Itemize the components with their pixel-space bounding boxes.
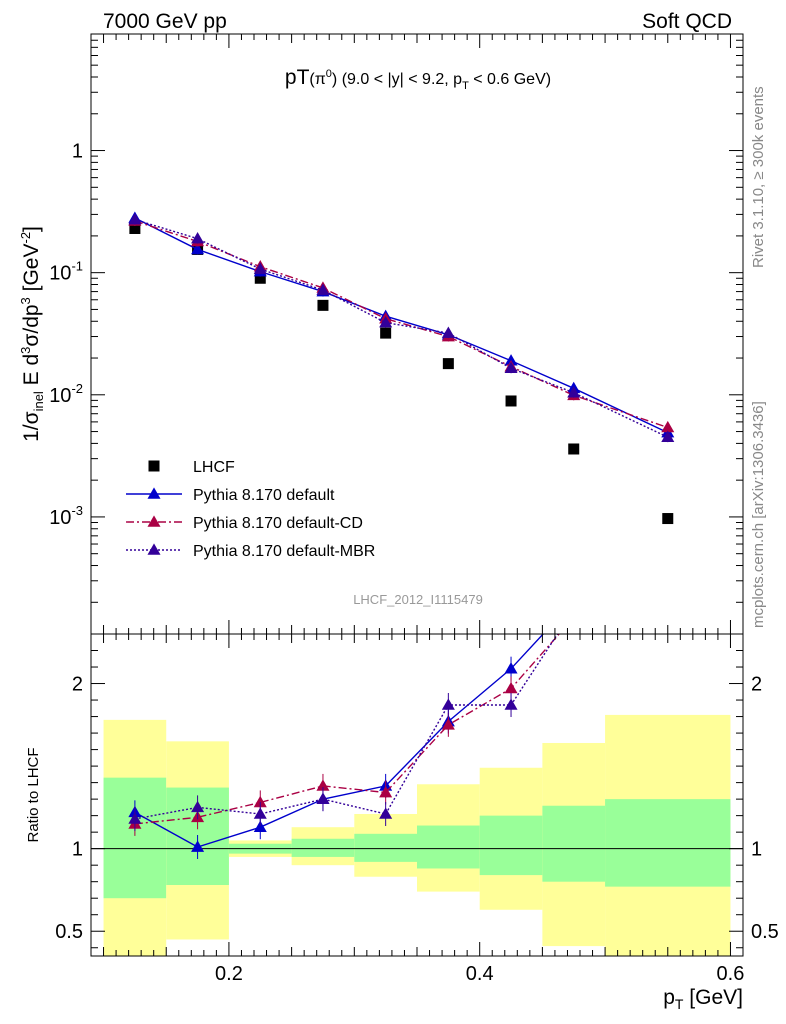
series-point: [316, 283, 330, 295]
main-panel-frame: [90, 33, 744, 635]
green-band: [479, 815, 543, 876]
x-axis-label: pT [GeV]: [663, 986, 743, 1012]
series-point: [128, 212, 142, 225]
ratio-point: [441, 698, 455, 710]
main-y-tick-label: 10-2: [49, 381, 83, 407]
series-point: [504, 361, 518, 374]
green-band: [542, 805, 606, 882]
legend-marker: [148, 460, 160, 472]
legend-marker: [147, 515, 161, 527]
side-label-bottom: mcplots.cern.ch [arXiv:1306.3436]: [750, 401, 767, 628]
lhcf-point: [317, 299, 329, 311]
ratio-point: [379, 785, 393, 798]
main-y-tick-label: 10-3: [49, 503, 83, 529]
legend-label: Pythia 8.170 default-MBR: [193, 543, 375, 560]
green-band: [291, 838, 355, 857]
legend-label: LHCF: [193, 459, 235, 476]
legend-label: Pythia 8.170 default: [193, 487, 335, 504]
legend-label: Pythia 8.170 default-CD: [193, 515, 363, 532]
ratio-line: [134, 634, 559, 820]
series-pythia-8-170-default-mbr: [128, 212, 675, 443]
ratio-x-tick-label: 0.6: [717, 963, 745, 985]
series-point: [379, 316, 393, 328]
main-y-tick-label: 10-1: [49, 259, 83, 285]
series-point: [441, 326, 455, 338]
ratio-y-tick-label-right: 1: [751, 839, 762, 861]
ratio-y-tick-label: 0.5: [55, 921, 83, 943]
ratio-line: [134, 634, 545, 848]
series-pythia-8-170-default-cd: [128, 214, 675, 433]
series-point: [191, 242, 205, 255]
series-lhcf: [129, 222, 674, 525]
lhcf-point: [442, 358, 454, 370]
green-band: [605, 799, 731, 887]
ratio-line: [134, 634, 561, 825]
ratio-y-tick-label: 1: [72, 839, 83, 861]
side-label-top: Rivet 3.1.10, ≥ 300k events: [750, 86, 767, 268]
header-right-label: Soft QCD: [642, 10, 732, 33]
ratio-data-layer: [128, 634, 561, 860]
lhcf-point: [662, 513, 674, 525]
legend: LHCF Pythia 8.170 default Pythia 8.170 def…: [126, 459, 375, 560]
ratio-y-tick-label: 2: [72, 674, 83, 696]
main-chart-title: pT(π0) (9.0 < |y| < 9.2, pT < 0.6 GeV): [285, 66, 551, 92]
ratio-axis-ticks: 0.2 0.4 0.6 0.5 0.5 1 1 2 2: [55, 634, 779, 985]
series-line: [134, 220, 668, 429]
legend-marker: [147, 543, 161, 555]
ratio-x-tick-label: 0.4: [466, 963, 494, 985]
lhcf-point: [129, 222, 141, 234]
series-pythia-8-170-default: [128, 211, 675, 438]
ratio-point: [253, 820, 267, 833]
ratio-y-axis-label: Ratio to LHCF: [25, 747, 42, 842]
series-point: [191, 232, 205, 244]
ratio-x-tick-label: 0.2: [215, 963, 243, 985]
ratio-point: [441, 718, 455, 730]
legend-marker: [147, 487, 161, 499]
ratio-point: [128, 812, 142, 824]
series-point: [567, 386, 581, 398]
series-point: [661, 420, 675, 433]
series-point: [661, 430, 675, 442]
lhcf-point: [380, 327, 392, 339]
series-line: [134, 218, 669, 438]
main-axis-ticks: 1 10-1 10-2 10-3: [49, 33, 743, 634]
main-y-tick-label: 1: [72, 141, 83, 163]
ratio-uncertainty-bands: [91, 714, 743, 956]
lhcf-point: [505, 395, 517, 407]
header-left-label: 7000 GeV pp: [103, 10, 227, 33]
main-y-axis-label: 1/σinel E d3σ/dp3 [GeV-2]: [18, 226, 46, 442]
main-data-layer: [128, 211, 675, 525]
series-line: [134, 217, 669, 434]
ratio-point: [504, 662, 518, 674]
series-point: [253, 262, 267, 274]
ratio-panel: 0.2 0.4 0.6 0.5 0.5 1 1 2 2 Ratio to LHCF pT [Ge…: [25, 633, 779, 1012]
ratio-point: [504, 698, 518, 710]
ratio-point: [379, 807, 393, 819]
ratio-pythia-8-170-default-mbr: [128, 634, 559, 831]
green-band: [103, 777, 167, 899]
green-band: [417, 825, 480, 869]
ratio-point: [191, 840, 205, 852]
ratio-y-tick-label-right: 0.5: [751, 921, 779, 943]
ratio-point: [316, 792, 330, 804]
ratio-point: [504, 681, 518, 694]
lhcf-point: [254, 272, 266, 284]
ratio-y-tick-label-right: 2: [751, 674, 762, 696]
green-band: [354, 833, 417, 862]
lhcf-point: [568, 443, 580, 455]
watermark: LHCF_2012_I1115479: [353, 592, 483, 607]
ratio-point: [253, 807, 267, 819]
ratio-point: [191, 800, 205, 813]
main-panel: 1 10-1 10-2 10-3 pT(π0) (9.0 < |y| < 9.2, p…: [18, 33, 744, 635]
